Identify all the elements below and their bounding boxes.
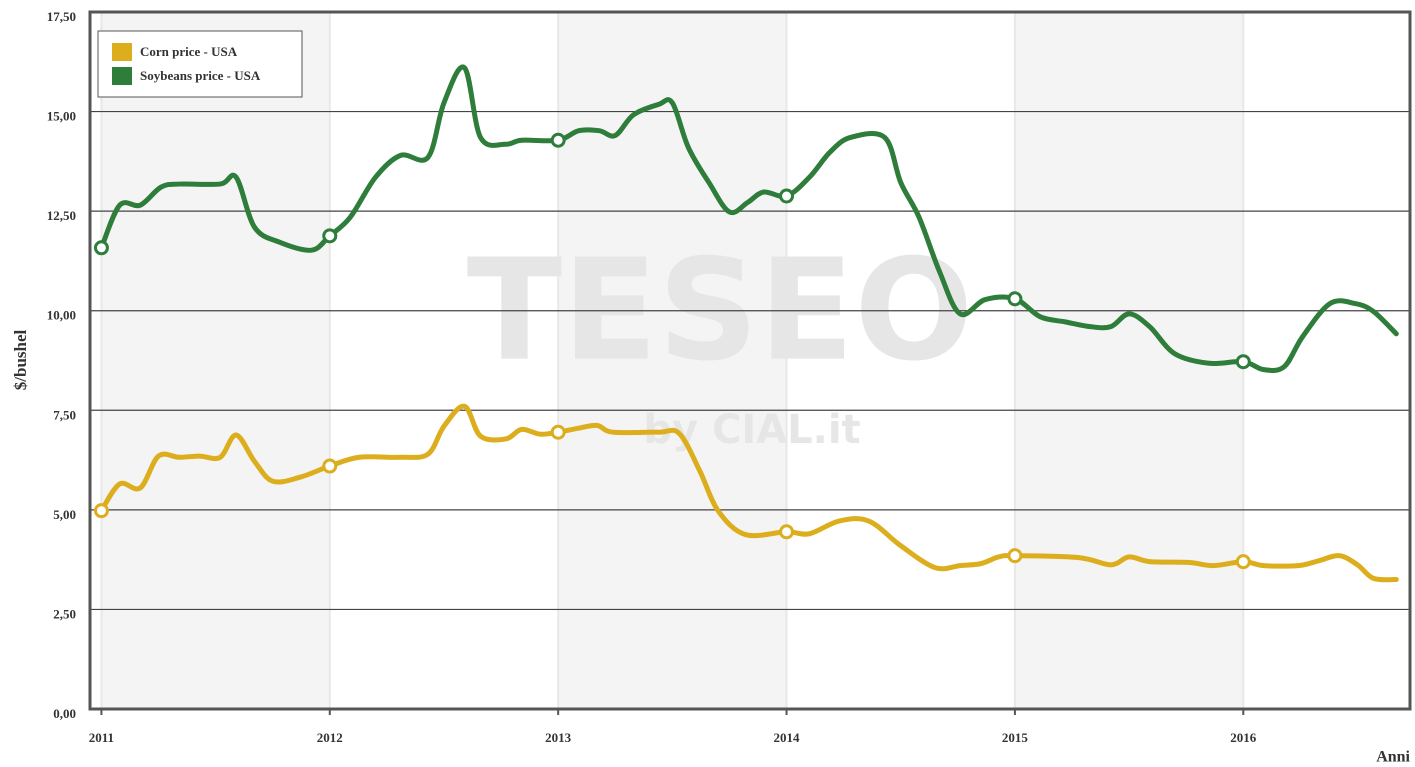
- legend-label: Soybeans price - USA: [140, 68, 261, 83]
- plot-frame: [88, 10, 1412, 711]
- year-marker: [322, 228, 338, 244]
- x-tick-label: 2015: [1002, 730, 1029, 745]
- x-tick-label: 2013: [545, 730, 572, 745]
- y-tick-label: 2,50: [53, 606, 76, 621]
- y-tick-label: 15,00: [47, 109, 76, 124]
- y-tick-label: 5,00: [53, 507, 76, 522]
- legend-box: [97, 30, 303, 98]
- x-axis-label: Anni: [1376, 749, 1410, 766]
- year-marker: [93, 503, 109, 519]
- year-band: [1014, 12, 1244, 709]
- x-tick-label: 2011: [89, 730, 114, 745]
- year-marker: [550, 424, 566, 440]
- x-tick-label: 2016: [1230, 730, 1257, 745]
- y-tick-label: 10,00: [47, 308, 76, 323]
- y-tick-label: 0,00: [53, 706, 76, 721]
- year-marker: [1235, 354, 1251, 370]
- legend-swatch: [112, 67, 132, 85]
- year-marker: [93, 240, 109, 256]
- year-marker: [322, 458, 338, 474]
- legend-swatch: [112, 43, 132, 61]
- year-marker: [550, 132, 566, 148]
- legend-label: Corn price - USA: [140, 44, 238, 59]
- y-tick-label: 12,50: [47, 208, 76, 223]
- y-tick-label: 7,50: [53, 407, 76, 422]
- x-tick-label: 2012: [317, 730, 343, 745]
- year-band: [101, 12, 330, 709]
- series-line: [98, 403, 1399, 583]
- year-marker: [779, 524, 795, 540]
- year-marker: [1007, 291, 1023, 307]
- y-tick-label: 17,50: [47, 9, 76, 24]
- year-marker: [779, 188, 795, 204]
- year-marker: [1007, 548, 1023, 564]
- y-axis-label: $/bushel: [11, 329, 30, 390]
- year-marker: [1235, 554, 1251, 570]
- watermark-sub: by CIAL.it: [643, 407, 860, 453]
- x-tick-label: 2014: [774, 730, 801, 745]
